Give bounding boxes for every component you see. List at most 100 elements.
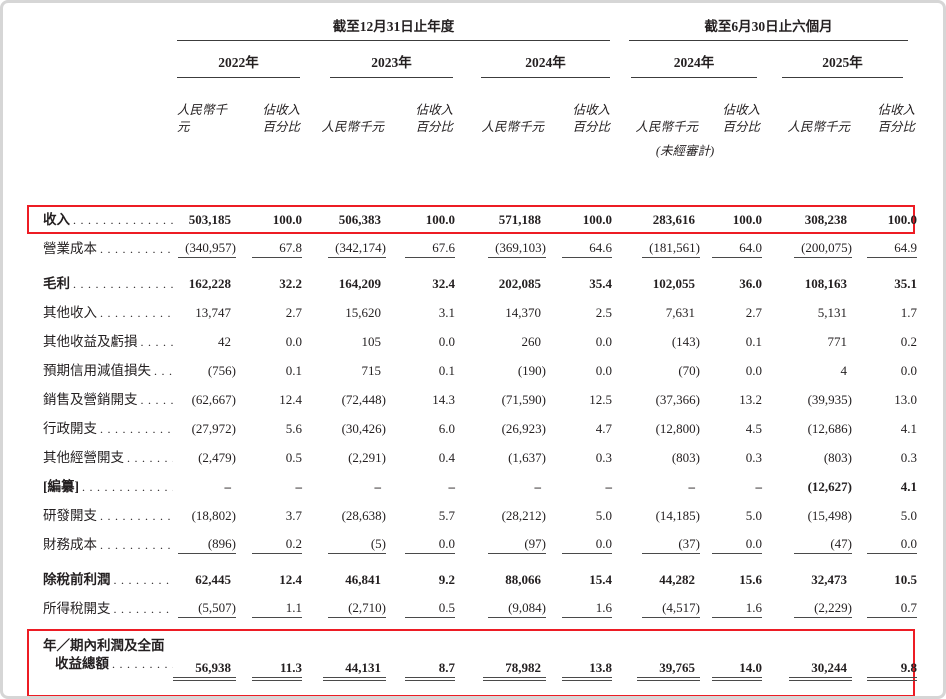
value-cell-amount: (340,957) bbox=[178, 236, 236, 261]
percent-value: 0.4 bbox=[438, 449, 455, 465]
value-cell-percent: 4.7 bbox=[546, 416, 612, 441]
year-column-2024-interim: 2024年 bbox=[610, 41, 760, 78]
dot-leader bbox=[73, 211, 173, 229]
value-cell-amount: 13,747 bbox=[179, 300, 236, 325]
amount-value: (369,103) bbox=[488, 240, 546, 258]
amount-unit-header: 人民幣千元 bbox=[177, 103, 228, 134]
value-cell-percent: 67.8 bbox=[236, 236, 302, 261]
year-label: 2024年 bbox=[631, 41, 757, 78]
value-cell-percent: 0.1 bbox=[236, 358, 302, 383]
amount-value: (39,935) bbox=[807, 391, 852, 407]
value-cell-percent: 4.1 bbox=[852, 474, 917, 499]
row-label: 毛利 bbox=[43, 275, 70, 291]
value-cell-amount: – bbox=[179, 474, 236, 499]
dot-leader bbox=[141, 391, 174, 409]
row-label-cell: 銷售及營銷開支 bbox=[29, 387, 179, 412]
value-cell-percent: 0.0 bbox=[700, 358, 762, 383]
percent-header-line1: 佔收入 bbox=[262, 103, 300, 117]
dot-leader bbox=[112, 655, 173, 673]
value-cell-amount: (5,507) bbox=[178, 596, 236, 621]
table-row: 財務成本 (896) 0.2 (5) 0.0 (97) 0.0 (37) 0.0… bbox=[27, 530, 917, 559]
value-cell-amount: (181,561) bbox=[612, 236, 700, 261]
amount-value: (2,710) bbox=[328, 600, 386, 618]
percent-header-line1: 佔收入 bbox=[877, 103, 915, 117]
percent-value: 4.1 bbox=[900, 420, 917, 436]
percent-value: 32.2 bbox=[279, 275, 302, 291]
value-cell-percent: 1.7 bbox=[852, 300, 917, 325]
amount-value: (47) bbox=[794, 536, 852, 554]
amount-value: (896) bbox=[178, 536, 236, 554]
value-cell-amount: 162,228 bbox=[179, 271, 236, 296]
value-cell-amount: 44,282 bbox=[612, 567, 700, 592]
value-cell-amount: (37,366) bbox=[612, 387, 700, 412]
row-label-cell: 其他經營開支 bbox=[29, 445, 179, 470]
percent-value: 12.4 bbox=[279, 391, 302, 407]
value-cell-amount: 56,938 bbox=[173, 631, 236, 695]
amount-value: 5,131 bbox=[817, 304, 847, 320]
value-cell-amount: 15,620 bbox=[302, 300, 386, 325]
amount-unit-header: 人民幣千元 bbox=[481, 120, 544, 134]
value-cell-amount: (1,637) bbox=[455, 445, 546, 470]
value-cell-amount: 5,131 bbox=[762, 300, 852, 325]
amount-value: (5,507) bbox=[178, 600, 236, 618]
percent-header: 佔收入 百分比 bbox=[698, 78, 760, 136]
row-label: 行政開支 bbox=[43, 420, 97, 436]
value-cell-amount: (97) bbox=[455, 532, 546, 557]
value-cell-percent: 1.6 bbox=[546, 596, 612, 621]
value-cell-amount: 44,131 bbox=[302, 631, 386, 695]
dot-leader bbox=[100, 536, 173, 554]
amount-value: – bbox=[688, 478, 696, 494]
percent-header-line1: 佔收入 bbox=[572, 103, 610, 117]
value-cell-amount: (26,923) bbox=[455, 416, 546, 441]
value-cell-amount: – bbox=[302, 474, 386, 499]
value-cell-amount: (896) bbox=[178, 532, 236, 557]
value-cell-percent: 15.4 bbox=[546, 567, 612, 592]
year-label: 2025年 bbox=[782, 41, 903, 78]
dot-leader bbox=[82, 478, 173, 496]
value-cell-percent: 0.3 bbox=[852, 445, 917, 470]
value-cell-percent: 3.1 bbox=[386, 300, 455, 325]
amount-value: 7,631 bbox=[665, 304, 695, 320]
value-cell-percent: 35.1 bbox=[852, 271, 917, 296]
value-cell-amount: (62,667) bbox=[179, 387, 236, 412]
amount-value: (2,229) bbox=[794, 600, 852, 618]
value-cell-amount: (47) bbox=[762, 532, 852, 557]
percent-header: 佔收入 百分比 bbox=[850, 78, 915, 136]
row-label: 財務成本 bbox=[43, 536, 97, 552]
amount-value: 78,982 bbox=[483, 660, 546, 681]
amount-value: (18,802) bbox=[191, 507, 236, 523]
unaudited-note: (未經審計) bbox=[655, 144, 715, 158]
amount-value: 14,370 bbox=[505, 304, 541, 320]
value-cell-amount: 771 bbox=[762, 329, 852, 354]
percent-value: 0.0 bbox=[867, 536, 917, 554]
value-cell-amount: (39,935) bbox=[762, 387, 852, 412]
percent-value: 64.6 bbox=[562, 240, 612, 258]
value-cell-amount: (5) bbox=[302, 532, 386, 557]
value-cell-percent: 67.6 bbox=[386, 236, 455, 261]
row-label-cell: 年／期內利潤及全面 收益總額 bbox=[29, 631, 179, 695]
value-cell-amount: 202,085 bbox=[455, 271, 546, 296]
amount-value: 39,765 bbox=[637, 660, 700, 681]
amount-value: 13,747 bbox=[195, 304, 231, 320]
percent-value: 35.4 bbox=[589, 275, 612, 291]
percent-value: 1.1 bbox=[252, 600, 302, 618]
value-cell-percent: 2.5 bbox=[546, 300, 612, 325]
period-group-interim-title: 截至6月30日止六個月 bbox=[629, 15, 908, 41]
percent-value: 6.0 bbox=[438, 420, 455, 436]
value-cell-percent: – bbox=[386, 474, 456, 499]
value-cell-percent: 13.0 bbox=[852, 387, 917, 412]
row-label: 所得稅開支 bbox=[43, 600, 111, 616]
value-cell-amount: 32,473 bbox=[762, 567, 852, 592]
percent-value: 8.7 bbox=[405, 660, 455, 681]
percent-header: 佔收入 百分比 bbox=[544, 78, 610, 136]
value-cell-percent: 5.0 bbox=[852, 503, 917, 528]
amount-value: (756) bbox=[207, 362, 236, 378]
percent-value: 1.6 bbox=[562, 600, 612, 618]
value-cell-amount: 260 bbox=[455, 329, 546, 354]
percent-value: 100.0 bbox=[887, 211, 917, 227]
amount-value: (5) bbox=[328, 536, 386, 554]
amount-value: (2,291) bbox=[348, 449, 386, 465]
highlighted-table-row: 年／期內利潤及全面 收益總額 56,938 11.3 44,131 8.7 78… bbox=[27, 629, 917, 696]
percent-header-line2: 百分比 bbox=[415, 120, 453, 134]
value-cell-amount: (9,084) bbox=[455, 596, 546, 621]
